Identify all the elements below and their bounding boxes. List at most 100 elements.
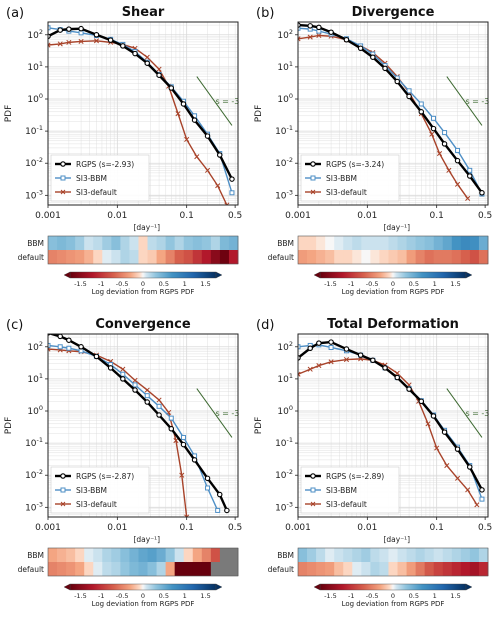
data-point-default	[343, 357, 350, 363]
heatmap-cell	[361, 562, 371, 576]
x-tick-label: 0.01	[107, 211, 127, 221]
series-line-default	[298, 34, 469, 199]
heatmap-cell	[460, 236, 471, 250]
data-point-bbm	[132, 382, 138, 388]
legend: RGPS (s=-2.87) SI3-BBM SI3-default	[50, 466, 150, 514]
series-layer	[298, 22, 485, 201]
data-point-rgps	[204, 133, 211, 139]
heatmap-row-label: BBM	[27, 239, 44, 248]
legend-label: SI3-default	[326, 188, 367, 197]
data-point-rgps	[120, 43, 126, 49]
heatmap-cell	[129, 548, 139, 562]
series-line-rgps	[298, 340, 484, 491]
heatmap-cell	[388, 250, 398, 264]
data-point-rgps	[191, 117, 198, 123]
data-point-rgps	[479, 487, 485, 493]
heatmap-cell	[156, 562, 167, 576]
x-tick-label: 0.001	[35, 523, 61, 533]
heatmap-cell	[415, 548, 426, 562]
heatmap-cell	[75, 250, 85, 264]
x-tick-label: 0.01	[357, 211, 377, 221]
heatmap-cell	[388, 548, 398, 562]
y-axis-label: PDF	[254, 105, 264, 123]
heatmap-cell	[75, 548, 85, 562]
legend-marker	[310, 473, 316, 479]
data-point-default	[436, 151, 443, 157]
colorbar-tick-label: 1	[433, 592, 437, 600]
legend-marker	[310, 501, 316, 507]
data-point-rgps	[224, 507, 230, 514]
data-point-default	[328, 359, 334, 365]
colorbar-extend-right	[465, 583, 473, 591]
heatmap-cell	[75, 236, 85, 250]
data-point-default	[454, 181, 461, 187]
data-point-rgps	[382, 365, 388, 371]
heatmap-cell	[57, 548, 67, 562]
data-point-default	[429, 131, 435, 137]
heatmap-cell	[469, 548, 480, 562]
heatmap-cell	[298, 548, 308, 562]
heatmap-cell	[228, 562, 239, 576]
data-point-rgps	[370, 357, 376, 364]
heatmap-cell	[138, 236, 148, 250]
heatmap-cell	[406, 548, 417, 562]
data-point-rgps	[168, 426, 175, 432]
data-point-default	[156, 397, 162, 403]
data-point-default	[120, 366, 126, 372]
colorbar-bar	[319, 271, 467, 279]
y-tick-label: 10-3	[275, 500, 293, 513]
heatmap-row-label: default	[268, 565, 294, 574]
heatmap-cell	[192, 562, 203, 576]
legend-label: SI3-default	[76, 500, 117, 509]
heatmap-cell	[379, 250, 389, 264]
colorbar-tick-label: 0	[391, 592, 395, 600]
colorbar-extend-left	[63, 583, 71, 591]
heatmap-cell	[424, 236, 435, 250]
heatmap-cell	[406, 250, 417, 264]
heatmap-cell	[352, 548, 362, 562]
colorbar-tick-label: 0.5	[409, 592, 419, 600]
legend: RGPS (s=-2.89) SI3-BBM SI3-default	[300, 466, 400, 514]
x-tick-label: 0.5	[478, 523, 492, 533]
heatmap-cell	[219, 548, 230, 562]
heatmap-cell	[228, 548, 239, 562]
x-tick-label: 0.01	[107, 523, 127, 533]
data-point-rgps	[204, 475, 211, 482]
data-point-default	[394, 370, 400, 376]
heatmap-cell	[307, 548, 317, 562]
panel-label: (d)	[256, 318, 274, 333]
heatmap-cell	[343, 562, 353, 576]
data-point-bbm	[298, 25, 301, 31]
heatmap-cell	[388, 236, 398, 250]
heatmap-cell	[174, 548, 185, 562]
colorbar-tick-label: -1	[348, 280, 354, 288]
heatmap-cell	[174, 562, 185, 576]
colorbar-tick-label: -0.5	[116, 592, 129, 600]
heatmap-cell	[298, 250, 308, 264]
plot-frame	[47, 333, 239, 518]
x-axis-label: [day⁻¹]	[383, 535, 410, 544]
colorbar-tick-label: -1.5	[324, 280, 337, 288]
data-point-rgps	[93, 353, 100, 360]
heatmap-cell	[334, 236, 344, 250]
legend-marker	[310, 189, 316, 195]
colorbar-tick-label: 1	[183, 280, 187, 288]
slope-label: s = -3	[215, 97, 239, 106]
heatmap-cell	[352, 236, 362, 250]
heatmap-cell	[325, 236, 335, 250]
heatmap-row-label: default	[268, 253, 294, 262]
y-tick-label: 10-1	[275, 436, 293, 449]
legend-marker	[310, 487, 316, 493]
y-axis-label: PDF	[254, 417, 264, 435]
heatmap-cell	[84, 250, 94, 264]
data-point-default	[215, 183, 221, 189]
colorbar-extend-right	[215, 271, 223, 279]
data-point-bbm	[455, 147, 461, 153]
heatmap-cell	[219, 250, 230, 264]
heatmap-cell	[424, 250, 435, 264]
chart-title: Shear	[122, 5, 165, 20]
data-point-rgps	[298, 355, 301, 361]
heatmap-cell	[379, 236, 389, 250]
data-point-rgps	[120, 376, 126, 382]
colorbar-tick-label: 1	[183, 592, 187, 600]
